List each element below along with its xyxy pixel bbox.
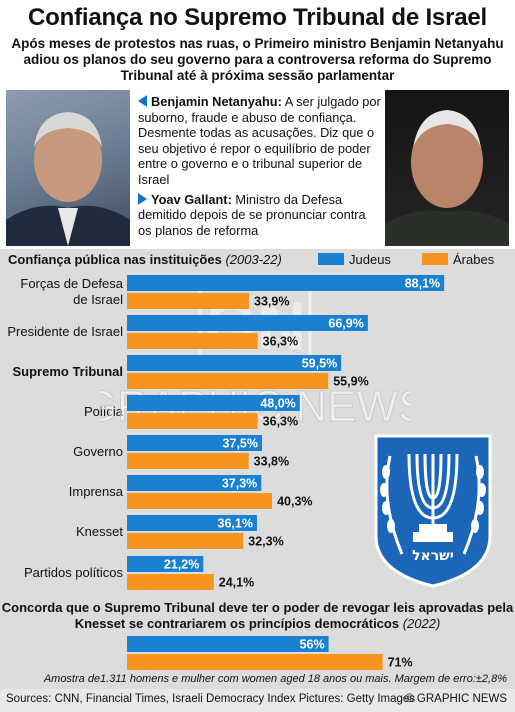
bio-gallant: Yoav Gallant: Ministro da Defesa demitid… [138, 192, 382, 239]
legend-swatch-arabes [422, 253, 448, 265]
page-title: Confiança no Supremo Tribunal de Israel [28, 4, 487, 31]
bio-netanyahu-text: A ser julgado por suborno, fraude e abus… [138, 94, 381, 187]
sample-note: Amostra de1.311 homens e mulher com wome… [43, 673, 507, 685]
bio-block: Benjamin Netanyahu: A ser julgado por su… [138, 94, 382, 242]
chart-title-years: (2003-22) [225, 252, 282, 267]
category-label: Presidente de Israel [7, 324, 123, 340]
category-label-line: Supremo Tribunal [12, 364, 123, 379]
legend-label-arabes: Árabes [453, 252, 495, 267]
footer-copyright: © GRAPHIC NEWS [405, 693, 507, 705]
category-label: Supremo Tribunal [12, 364, 123, 380]
page-subtitle: Após meses de protestos nas ruas, o Prim… [11, 36, 504, 83]
pointer-right-icon [138, 192, 147, 205]
category-label: Knesset [76, 524, 123, 540]
category-label-line: Knesset [76, 524, 123, 539]
category-label-line: Partidos políticos [24, 565, 123, 580]
emblem-inscription: ישראל [412, 548, 454, 564]
chart2-title: Concorda que o Supremo Tribunal deve ter… [0, 600, 515, 632]
category-label: Forças de Defesa de Israel [20, 276, 123, 308]
category-label-line: de Israel [73, 292, 123, 307]
legend-label-judeus: Judeus [349, 252, 391, 267]
category-label-line: Polícia [83, 404, 123, 419]
chart-title: Confiança pública nas instituições (2003… [8, 252, 282, 267]
category-label-line: Governo [73, 444, 123, 459]
category-label-line: Forças de Defesa [20, 276, 123, 291]
chart-title-text: Confiança pública nas instituições [8, 252, 222, 267]
category-label-line: Presidente de Israel [7, 324, 123, 339]
legend-judeus: Judeus [318, 252, 391, 267]
gallant-photo [385, 90, 509, 246]
bio-netanyahu: Benjamin Netanyahu: A ser julgado por su… [138, 94, 382, 188]
bio-gallant-text: Ministro da Defesa demitido depois de se… [138, 191, 366, 238]
category-label: Partidos políticos [24, 565, 123, 581]
netanyahu-photo [6, 90, 130, 246]
legend-arabes: Árabes [422, 252, 494, 267]
category-label: Imprensa [69, 484, 123, 500]
footer: Sources: CNN, Financial Times, Israeli D… [0, 689, 515, 712]
pointer-left-icon [138, 95, 147, 107]
bio-netanyahu-name: Benjamin Netanyahu: [151, 94, 282, 109]
legend-swatch-judeus [318, 253, 344, 265]
chart2-title-text: Concorda que o Supremo Tribunal deve ter… [1, 600, 514, 631]
category-label-line: Imprensa [68, 484, 123, 499]
bio-gallant-name: Yoav Gallant: [151, 191, 232, 207]
israel-emblem-icon: ישראל [374, 434, 492, 588]
footer-sources: Sources: CNN, Financial Times, Israeli D… [6, 693, 416, 705]
chart2-title-years: (2022) [402, 616, 441, 631]
category-label: Governo [73, 444, 123, 460]
category-label: Polícia [84, 404, 123, 420]
